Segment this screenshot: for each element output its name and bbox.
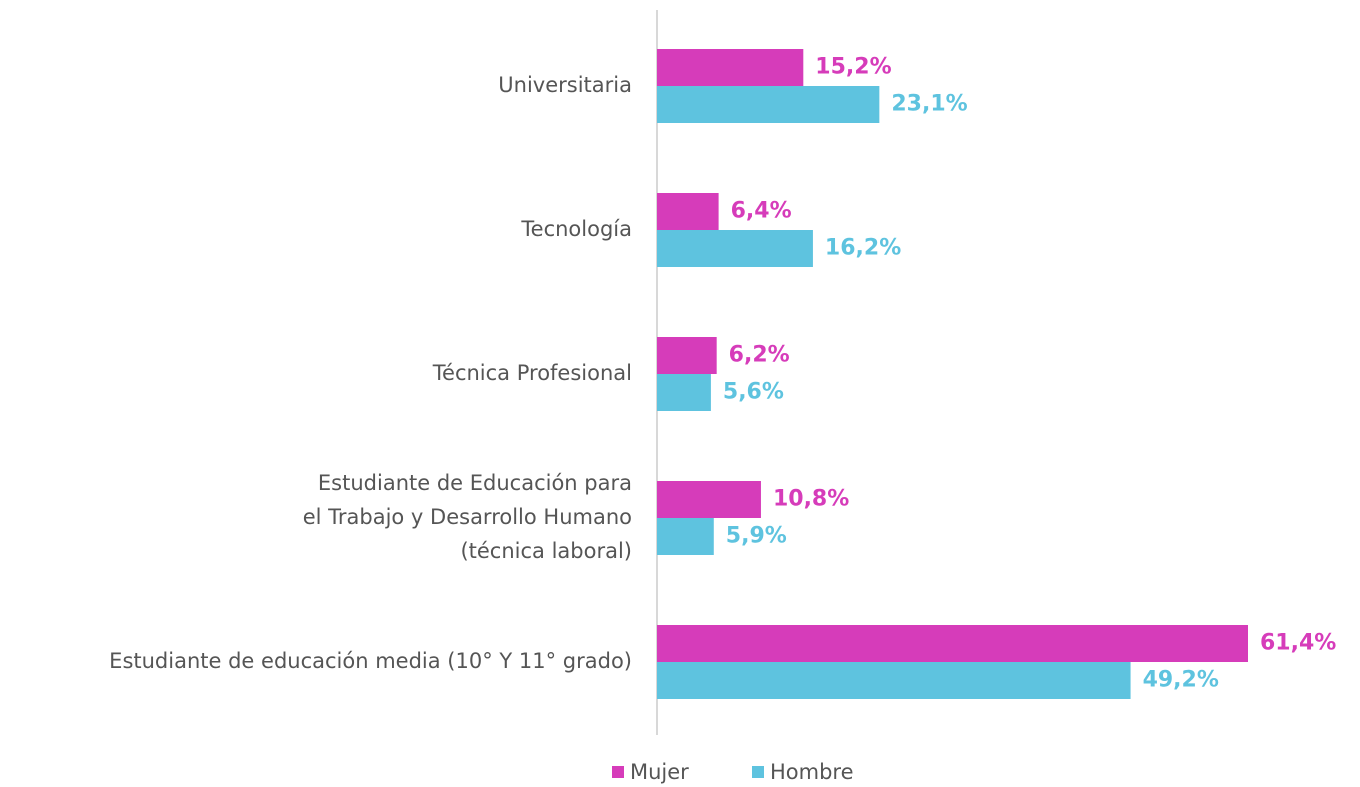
- bar: [657, 625, 1248, 662]
- bar: [657, 518, 714, 555]
- bar: [657, 230, 813, 267]
- category-label: Estudiante de Educación para el Trabajo y…: [303, 471, 632, 563]
- value-label: 23,1%: [891, 92, 967, 117]
- category-label: Tecnología: [520, 217, 632, 241]
- bar: [657, 481, 761, 518]
- bar: [657, 49, 804, 86]
- category-label: Estudiante de educación media (10° Y 11°…: [109, 649, 632, 673]
- legend-swatch: [752, 766, 764, 778]
- bar: [657, 374, 711, 411]
- legend-label: Mujer: [630, 760, 689, 784]
- bar: [657, 193, 719, 230]
- value-label: 49,2%: [1143, 668, 1219, 693]
- value-label: 16,2%: [825, 236, 901, 261]
- value-label: 5,6%: [723, 380, 784, 405]
- bar: [657, 337, 717, 374]
- value-label: 15,2%: [815, 55, 891, 80]
- legend-swatch: [612, 766, 624, 778]
- value-label: 6,2%: [729, 343, 790, 368]
- value-label: 10,8%: [773, 487, 849, 512]
- bar: [657, 662, 1131, 699]
- value-label: 5,9%: [726, 524, 787, 549]
- legend-label: Hombre: [770, 760, 854, 784]
- category-label: Técnica Profesional: [432, 361, 632, 385]
- value-label: 6,4%: [731, 199, 792, 224]
- value-label: 61,4%: [1260, 631, 1336, 656]
- bar: [657, 86, 880, 123]
- category-label: Universitaria: [498, 73, 632, 97]
